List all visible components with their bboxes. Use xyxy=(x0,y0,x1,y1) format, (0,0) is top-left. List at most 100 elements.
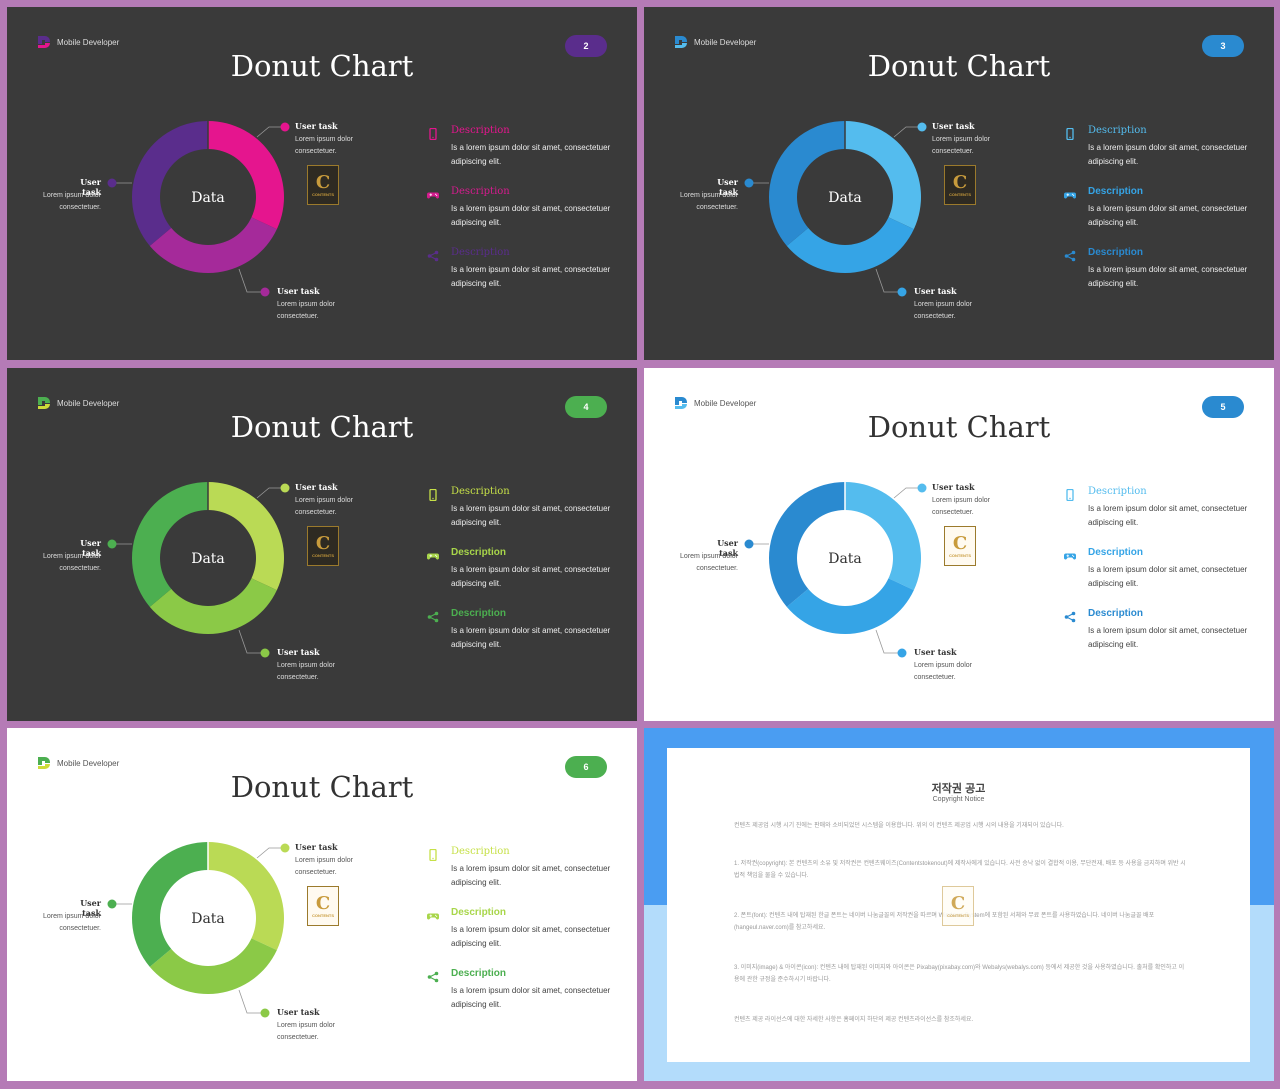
brand-name: Mobile Developer xyxy=(694,398,757,408)
callout-line-3 xyxy=(238,629,265,654)
user-task-1-title: User task xyxy=(295,842,338,852)
description-body: Is a lorem ipsum dolor sit amet, consect… xyxy=(451,864,611,887)
donut-segment-1 xyxy=(208,121,285,230)
description-title: Description xyxy=(451,968,507,979)
brand-logo-icon xyxy=(38,36,50,48)
user-task-3-title: User task xyxy=(277,286,320,296)
donut-chart: Data xyxy=(744,121,927,297)
callout-dot-1 xyxy=(280,843,290,853)
donut-segment-3 xyxy=(132,842,208,967)
phone-icon xyxy=(427,848,439,862)
description-body: Is a lorem ipsum dolor sit amet, consect… xyxy=(451,504,611,527)
description-title: Description xyxy=(451,125,510,136)
description-title: Description xyxy=(451,846,510,857)
brand: Mobile Developer xyxy=(37,396,119,410)
user-task-3-body: Lorem ipsum dolor consectetuer. xyxy=(277,662,335,681)
user-task-2-body: Lorem ipsum dolor consectetuer. xyxy=(43,192,101,211)
donut-segment-3 xyxy=(132,121,208,246)
phone-icon xyxy=(427,127,439,141)
brand: Mobile Developer xyxy=(37,35,119,49)
slide-title: Donut Chart xyxy=(867,410,1051,444)
description-title: Description xyxy=(1088,125,1147,136)
callout-dot-1 xyxy=(917,122,927,132)
notice-paragraph-image: 3. 이미지(image) & 아이콘(icon): 컨텐츠 내에 탑재된 이미… xyxy=(734,965,1185,983)
user-task-2-body: Lorem ipsum dolor consectetuer. xyxy=(680,192,738,211)
description-title: Description xyxy=(451,608,507,619)
donut-chart: Data xyxy=(744,482,927,658)
user-task-2-body: Lorem ipsum dolor consectetuer. xyxy=(43,553,101,572)
brand-name: Mobile Developer xyxy=(694,37,757,47)
share-icon xyxy=(1064,610,1076,623)
description-body: Is a lorem ipsum dolor sit amet, consect… xyxy=(451,204,611,227)
description-body: Is a lorem ipsum dolor sit amet, consect… xyxy=(451,143,611,166)
slide-title: Donut Chart xyxy=(230,410,414,444)
gamepad-icon xyxy=(427,188,439,200)
notice-subtitle: Copyright Notice xyxy=(932,796,985,803)
donut-center-label: Data xyxy=(191,911,225,927)
callout-dot-3 xyxy=(897,648,907,658)
contents-stamp: C CONTENTS xyxy=(307,165,339,205)
user-task-1-title: User task xyxy=(932,482,975,492)
callout-dot-1 xyxy=(280,483,290,493)
donut-segment-2 xyxy=(786,217,914,273)
callout-dot-3 xyxy=(260,648,270,658)
callout-dot-1 xyxy=(280,122,290,132)
user-task-1-title: User task xyxy=(295,121,338,131)
callout-line-1 xyxy=(893,487,922,499)
callout-line-1 xyxy=(256,126,285,138)
user-task-3-body: Lorem ipsum dolor consectetuer. xyxy=(914,301,972,320)
slide-title: Donut Chart xyxy=(867,49,1051,83)
user-task-2-title: User task xyxy=(717,538,738,558)
callout-dot-2 xyxy=(107,899,117,909)
description-body: Is a lorem ipsum dolor sit amet, consect… xyxy=(451,565,611,588)
brand-logo-icon xyxy=(675,36,687,48)
brand: Mobile Developer xyxy=(674,35,756,49)
callout-line-3 xyxy=(238,268,265,293)
user-task-1-body: Lorem ipsum dolor consectetuer. xyxy=(295,497,353,516)
user-task-3-title: User task xyxy=(277,647,320,657)
donut-center-label: Data xyxy=(828,551,862,567)
user-task-2-body: Lorem ipsum dolor consectetuer. xyxy=(680,553,738,572)
description-body: Is a lorem ipsum dolor sit amet, consect… xyxy=(451,265,611,288)
donut-segment-2 xyxy=(786,578,914,634)
description-body: Is a lorem ipsum dolor sit amet, consect… xyxy=(451,626,611,649)
callout-dot-3 xyxy=(897,287,907,297)
brand-logo-icon xyxy=(38,397,50,409)
user-task-1-body: Lorem ipsum dolor consectetuer. xyxy=(932,497,990,516)
callout-dot-3 xyxy=(260,287,270,297)
gamepad-icon xyxy=(427,909,439,921)
gamepad-icon xyxy=(427,549,439,561)
description-title: Description xyxy=(451,907,507,918)
slide-2: Mobile Developer 2 Donut Chart Data User… xyxy=(7,7,637,360)
notice-paragraph-license: 컨텐츠 제공 라이선스에 대한 자세한 사항은 홈페이지 하단의 제공 컨텐츠라… xyxy=(734,1017,974,1023)
brand: Mobile Developer xyxy=(37,756,119,770)
callout-dot-2 xyxy=(107,539,117,549)
user-task-3-body: Lorem ipsum dolor consectetuer. xyxy=(914,662,972,681)
callout-line-1 xyxy=(893,126,922,138)
contents-stamp: C CONTENTS xyxy=(307,886,339,926)
description-body: Is a lorem ipsum dolor sit amet, consect… xyxy=(1088,626,1248,649)
description-title: Description xyxy=(1088,247,1144,258)
share-icon xyxy=(427,249,439,262)
donut-segment-3 xyxy=(769,121,845,246)
page-number-badge: 3 xyxy=(1202,35,1244,57)
description-title: Description xyxy=(451,547,507,558)
user-task-3-body: Lorem ipsum dolor consectetuer. xyxy=(277,1022,335,1041)
copyright-notice-slide: 저작권 공고 Copyright Notice 컨텐츠 제공업 시행 시기 진에… xyxy=(644,728,1274,1081)
user-task-1-body: Lorem ipsum dolor consectetuer. xyxy=(295,136,353,155)
brand-name: Mobile Developer xyxy=(57,758,120,768)
share-icon xyxy=(427,610,439,623)
contents-stamp: C CONTENTS xyxy=(307,526,339,566)
notice-title: 저작권 공고 xyxy=(931,783,986,795)
donut-center-label: Data xyxy=(828,190,862,206)
description-title: Description xyxy=(1088,547,1144,558)
brand-logo-icon xyxy=(38,757,50,769)
donut-chart: Data xyxy=(107,842,290,1018)
brand-name: Mobile Developer xyxy=(57,37,120,47)
phone-icon xyxy=(1064,127,1076,141)
callout-dot-2 xyxy=(744,539,754,549)
description-title: Description xyxy=(1088,486,1147,497)
user-task-1-title: User task xyxy=(932,121,975,131)
donut-center-label: Data xyxy=(191,551,225,567)
share-icon xyxy=(1064,249,1076,262)
